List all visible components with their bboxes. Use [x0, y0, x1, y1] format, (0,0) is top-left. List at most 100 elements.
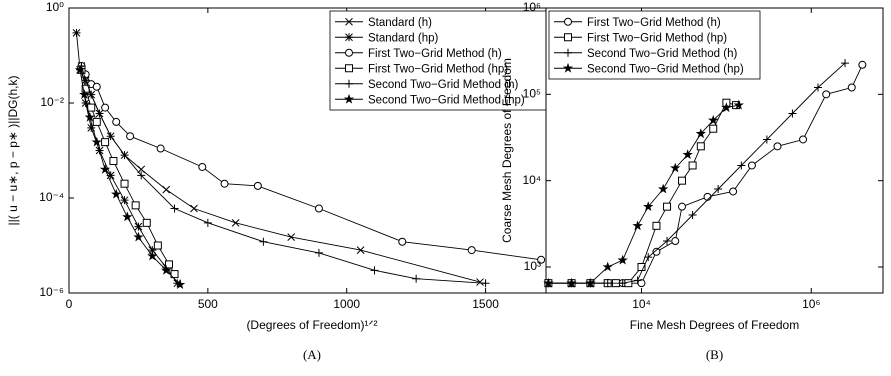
marker [476, 278, 484, 286]
x-axis-label: (Degrees of Freedom)¹ᐟ² [246, 318, 377, 332]
x-tick-label: 0 [66, 297, 73, 311]
legend-label: Standard (h) [368, 17, 432, 29]
marker [841, 59, 850, 68]
marker [688, 211, 697, 220]
marker [120, 151, 129, 160]
marker [564, 48, 572, 57]
marker [84, 111, 95, 122]
marker [170, 270, 179, 279]
legend-label: Second Two−Grid Method (h) [587, 48, 737, 60]
legend-box [548, 10, 761, 80]
legend-label: First Two−Grid Method (h) [368, 48, 502, 60]
marker [708, 114, 719, 125]
marker [87, 123, 96, 132]
legend-label: Second Two−Grid Method (hp) [587, 63, 744, 75]
marker [356, 246, 365, 254]
marker [148, 246, 157, 255]
marker [643, 201, 654, 212]
y-tick-label: 10⁻² [40, 95, 64, 109]
marker [585, 277, 596, 288]
marker [677, 202, 686, 211]
marker [190, 204, 198, 213]
marker [174, 279, 186, 290]
marker [788, 109, 797, 118]
marker [101, 138, 110, 147]
marker [142, 218, 151, 227]
marker [92, 117, 101, 126]
marker [663, 202, 672, 211]
marker [106, 132, 115, 141]
marker [99, 163, 111, 174]
y-tick-label: 10⁻⁶ [39, 285, 64, 299]
marker [688, 161, 697, 170]
marker [677, 176, 686, 185]
marker [370, 266, 379, 275]
marker [109, 157, 118, 166]
x-tick-label: 10⁶ [802, 297, 820, 311]
marker [799, 135, 808, 144]
marker [566, 277, 577, 288]
marker [747, 161, 756, 170]
marker [847, 83, 856, 92]
y-axis-label: Coarse Mesh Degrees of Freedom [500, 58, 514, 243]
marker [709, 124, 718, 133]
marker [111, 188, 122, 199]
marker [81, 99, 90, 107]
marker [314, 248, 323, 257]
marker [658, 183, 669, 194]
marker [101, 103, 110, 112]
y-axis-label: ||( u − u∗, p − p∗ )||DG(h,k) [6, 76, 20, 226]
marker [92, 82, 101, 91]
marker [91, 136, 102, 147]
marker [632, 220, 643, 231]
series-line [81, 65, 486, 284]
marker [79, 89, 90, 100]
marker [134, 222, 143, 231]
y-tick-label: 10⁵ [523, 87, 541, 101]
marker [156, 144, 165, 153]
marker [170, 204, 179, 213]
marker [467, 246, 476, 255]
marker [652, 221, 661, 230]
marker [120, 196, 129, 205]
marker [695, 128, 706, 139]
marker [822, 90, 831, 99]
caption: (B) [706, 347, 723, 362]
marker [663, 237, 672, 246]
marker [858, 60, 867, 69]
marker [87, 103, 96, 112]
marker [602, 261, 613, 272]
marker [198, 162, 207, 171]
marker [137, 171, 146, 180]
marker [220, 179, 229, 188]
marker [562, 62, 574, 73]
marker [106, 171, 115, 180]
marker [74, 64, 86, 75]
marker [345, 17, 353, 26]
y-tick-label: 10⁴ [522, 173, 541, 187]
marker [133, 231, 144, 242]
marker [345, 48, 353, 57]
marker [733, 99, 744, 110]
marker [813, 83, 822, 92]
y-tick-label: 10⁰ [46, 0, 64, 14]
marker [721, 102, 732, 113]
marker [203, 218, 212, 227]
marker [729, 187, 738, 196]
marker [122, 211, 133, 222]
legend-label: First Two−Grid Method (hp) [587, 32, 727, 44]
marker [481, 279, 490, 288]
marker [671, 237, 680, 246]
legend-label: Second Two−Grid Method (hp) [368, 94, 525, 106]
marker [95, 109, 104, 118]
marker [345, 79, 353, 88]
y-tick-label: 10³ [524, 259, 541, 273]
marker [773, 142, 782, 151]
marker [131, 201, 140, 210]
marker [137, 165, 146, 174]
marker [644, 253, 653, 262]
legend-label: Standard (hp) [368, 32, 438, 44]
marker [126, 132, 135, 141]
x-tick-label: 1500 [472, 297, 499, 311]
